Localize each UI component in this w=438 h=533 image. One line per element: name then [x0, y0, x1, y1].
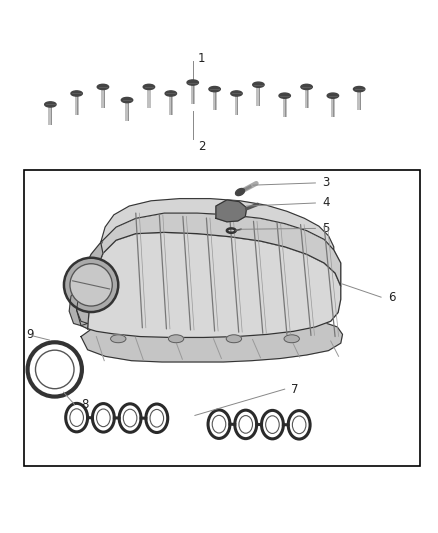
Bar: [101, 87, 105, 108]
Bar: [125, 100, 129, 121]
Ellipse shape: [327, 93, 339, 98]
Bar: [74, 93, 78, 115]
Polygon shape: [94, 213, 341, 286]
Bar: [213, 89, 216, 110]
Bar: [24, 170, 420, 466]
Polygon shape: [69, 275, 91, 326]
Bar: [257, 85, 260, 106]
Ellipse shape: [143, 84, 155, 90]
Bar: [259, 85, 260, 106]
Text: 6: 6: [388, 290, 395, 304]
Bar: [333, 96, 335, 117]
Text: 8: 8: [81, 398, 88, 411]
Text: 7: 7: [291, 383, 299, 395]
Ellipse shape: [284, 335, 300, 343]
Circle shape: [64, 258, 118, 312]
Bar: [171, 93, 173, 115]
Bar: [360, 89, 361, 110]
Bar: [103, 87, 105, 108]
Bar: [331, 96, 335, 117]
Bar: [235, 93, 239, 115]
Bar: [169, 93, 173, 115]
Bar: [77, 93, 78, 115]
Ellipse shape: [71, 91, 82, 96]
Bar: [127, 100, 129, 121]
Ellipse shape: [226, 335, 242, 343]
Text: 2: 2: [198, 140, 205, 152]
Ellipse shape: [231, 91, 242, 96]
Text: 9: 9: [26, 328, 34, 341]
Bar: [215, 89, 216, 110]
Text: 4: 4: [322, 197, 329, 209]
Ellipse shape: [97, 84, 109, 90]
Ellipse shape: [301, 84, 312, 90]
Ellipse shape: [353, 86, 365, 92]
Ellipse shape: [165, 91, 177, 96]
Polygon shape: [88, 232, 341, 337]
Polygon shape: [216, 200, 247, 222]
Text: 1: 1: [198, 52, 205, 65]
Ellipse shape: [169, 335, 184, 343]
Polygon shape: [81, 316, 343, 362]
Ellipse shape: [236, 189, 244, 196]
Bar: [149, 87, 151, 108]
Bar: [357, 89, 361, 110]
Ellipse shape: [110, 335, 126, 343]
Bar: [147, 87, 151, 108]
Bar: [237, 93, 238, 115]
Bar: [48, 104, 53, 125]
Bar: [305, 87, 308, 108]
Ellipse shape: [45, 102, 56, 107]
Ellipse shape: [279, 93, 290, 98]
Ellipse shape: [121, 98, 133, 103]
Circle shape: [70, 264, 112, 306]
Bar: [285, 96, 286, 117]
Ellipse shape: [187, 80, 198, 85]
Bar: [191, 83, 194, 103]
Bar: [51, 104, 52, 125]
Ellipse shape: [253, 82, 264, 87]
Bar: [307, 87, 308, 108]
Polygon shape: [77, 243, 103, 329]
Ellipse shape: [209, 86, 220, 92]
Bar: [193, 83, 194, 103]
Bar: [283, 96, 287, 117]
Text: 3: 3: [322, 176, 329, 189]
Text: 5: 5: [322, 222, 329, 235]
Polygon shape: [101, 199, 334, 250]
